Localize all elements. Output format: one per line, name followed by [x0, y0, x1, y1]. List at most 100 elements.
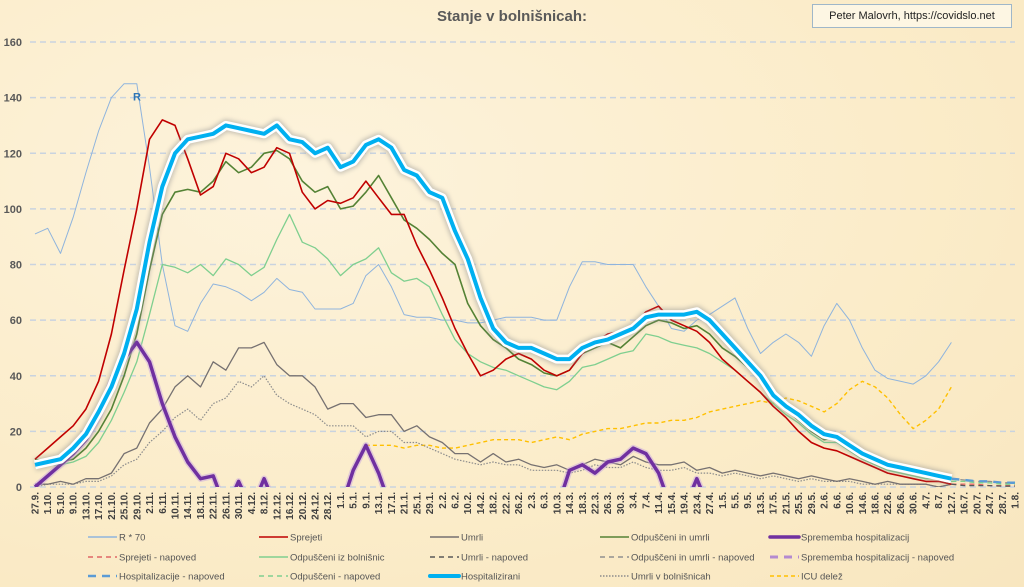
y-tick-label: 160 [4, 37, 22, 49]
x-tick-label: 30.11. [234, 492, 245, 519]
series-line-icu-dele- [365, 380, 953, 449]
x-tick-label: 10.11. [171, 492, 182, 519]
legend-label: Odpuščeni in umrli - napoved [631, 553, 755, 564]
x-tick-label: 6.6. [832, 492, 843, 509]
x-tick-label: 17.10. [94, 492, 105, 520]
x-tick-label: 23.4. [692, 492, 703, 514]
x-tick-label: 14.11. [183, 492, 194, 519]
x-tick-label: 21.10. [107, 492, 118, 520]
series-line-sprememba-hospitalizacij [33, 340, 703, 487]
x-tick-label: 1.8. [1011, 492, 1022, 509]
x-tick-label: 1.1. [336, 492, 347, 509]
series-group [32, 83, 1015, 487]
x-tick-label: 11.4. [654, 492, 665, 514]
x-tick-label: 19.4. [680, 492, 691, 514]
chart-title: Stanje v bolnišnicah: [436, 8, 588, 25]
x-tick-label: 30.6. [909, 492, 920, 514]
y-tick-label: 80 [10, 260, 22, 272]
x-tick-label: 10.3. [552, 492, 563, 514]
x-tick-label: 2.2. [438, 492, 449, 509]
x-tick-label: 5.5. [731, 492, 742, 509]
x-tick-label: 12.7. [947, 492, 958, 514]
legend-label: Umrli [461, 533, 483, 544]
legend-label: Umrli v bolnišnicah [631, 572, 711, 583]
x-tick-label: 22.2. [501, 492, 512, 514]
y-tick-label: 40 [10, 371, 22, 383]
x-tick-label: 9.5. [743, 492, 754, 509]
x-tick-label: 16.12. [285, 492, 296, 520]
x-tick-label: 14.3. [565, 492, 576, 514]
x-tick-label: 18.3. [578, 492, 589, 514]
x-tick-label: 22.3. [591, 492, 602, 514]
legend-label: Umrli - napoved [461, 553, 528, 564]
series-line-hospitalizirani [34, 123, 952, 481]
x-tick-label: 9.10. [69, 492, 80, 514]
x-tick-label: 20.12. [298, 492, 309, 520]
x-tick-label: 6.11. [158, 492, 169, 514]
x-tick-label: 26.2. [514, 492, 525, 514]
series-line-hospitalizacije-napoved [951, 477, 1015, 485]
x-tick-label: 15.4. [667, 492, 678, 514]
x-tick-label: 29.1. [425, 492, 436, 514]
x-tick-label: 18.2. [489, 492, 500, 514]
x-tick-label: 22.11. [209, 492, 220, 519]
x-tick-label: 5.1. [349, 492, 360, 509]
x-tick-label: 10.2. [463, 492, 474, 514]
legend-label: Hospitalizirani [461, 572, 520, 583]
x-tick-label: 6.2. [451, 492, 462, 509]
legend-label: Sprejeti [290, 533, 322, 544]
legend-label: R * 70 [119, 533, 145, 544]
x-tick-label: 24.12. [311, 492, 322, 520]
x-tick-label: 17.5. [769, 492, 780, 514]
x-tick-label: 2.6. [820, 492, 831, 509]
y-tick-label: 120 [4, 148, 22, 160]
x-tick-label: 27.4. [705, 492, 716, 514]
x-tick-label: 8.12. [260, 492, 271, 514]
x-tick-label: 28.12. [323, 492, 334, 520]
x-tick-label: 1.5. [718, 492, 729, 509]
series-line-odpu-eni-napoved [951, 480, 1015, 485]
x-tick-label: 12.12. [272, 492, 283, 520]
x-tick-label: 13.5. [756, 492, 767, 514]
x-tick-label: 22.6. [883, 492, 894, 514]
x-tick-label: 27.9. [31, 492, 42, 514]
x-tick-label: 25.5. [794, 492, 805, 514]
legend-label: Odpuščeni - napoved [290, 572, 380, 583]
x-tick-label: 2.3. [527, 492, 538, 509]
y-tick-label: 60 [10, 315, 22, 327]
x-tick-label: 8.7. [934, 492, 945, 509]
credit-box: Peter Malovrh, https://covidslo.net [812, 4, 1012, 28]
y-tick-label: 20 [10, 426, 22, 438]
x-tick-label: 6.3. [540, 492, 551, 509]
x-tick-label: 10.6. [845, 492, 856, 514]
x-tick-label: 18.6. [871, 492, 882, 514]
x-tick-label: 14.2. [476, 492, 487, 514]
legend-label: Sprememba hospitalizacij [801, 533, 909, 544]
series-line-odpu-eni-iz-bolni-nic [34, 213, 952, 483]
x-tick-label: 3.4. [629, 492, 640, 509]
x-tick-label: 1.10. [43, 492, 54, 514]
series-line-sprejeti-napoved [951, 483, 1015, 487]
legend-label: Sprejeti - napoved [119, 553, 196, 564]
x-tick-label: 29.10. [132, 492, 143, 520]
series-line-umrli [35, 341, 952, 487]
x-tick-label: 13.10. [81, 492, 92, 520]
legend-label: Sprememba hospitalizacij - napoved [801, 553, 954, 564]
x-tick-label: 26.11. [221, 492, 232, 519]
x-tick-label: 25.10. [120, 492, 131, 520]
x-tick-label: 9.1. [361, 492, 372, 509]
x-tick-label: 26.3. [603, 492, 614, 514]
x-tick-label: 7.4. [641, 492, 652, 509]
legend-label: Hospitalizacije - napoved [119, 572, 225, 583]
x-tick-label: 13.1. [374, 492, 385, 514]
legend-label: Odpuščeni in umrli [631, 533, 710, 544]
y-tick-label: 100 [4, 204, 22, 216]
x-tick-label: 26.6. [896, 492, 907, 514]
x-tick-label: 24.7. [985, 492, 996, 514]
x-tick-label: 4.7. [921, 492, 932, 509]
x-tick-label: 21.5. [781, 492, 792, 514]
x-tick-label: 2.11. [145, 492, 156, 514]
x-tick-label: 4.12. [247, 492, 258, 514]
x-tick-label: 29.5. [807, 492, 818, 514]
